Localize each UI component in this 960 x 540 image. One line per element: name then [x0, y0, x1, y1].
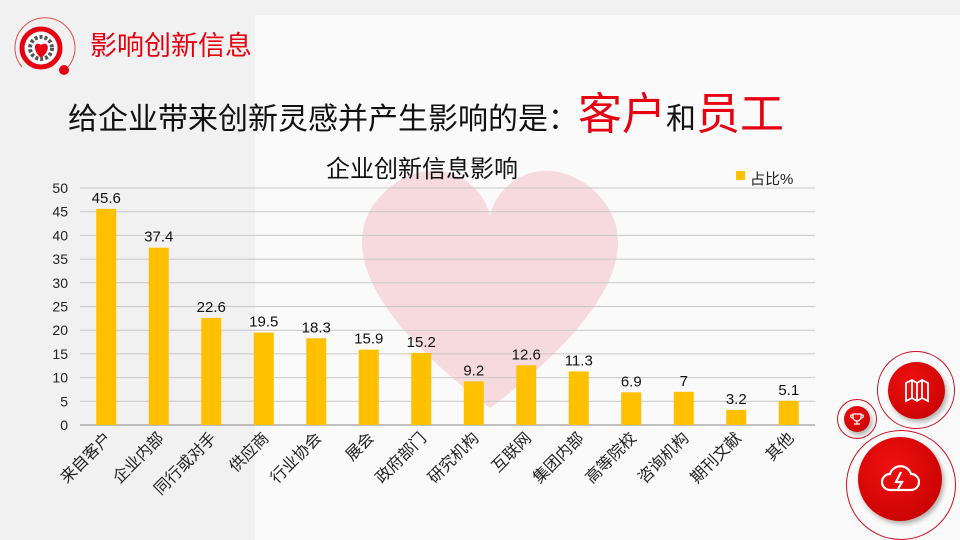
y-tick-label: 5	[60, 393, 68, 409]
data-label: 22.6	[197, 299, 226, 316]
y-tick-label: 10	[52, 370, 68, 386]
x-tick-label: 行业协会	[266, 428, 325, 487]
trophy-button[interactable]	[844, 406, 870, 432]
x-tick-label: 集团内部	[529, 428, 588, 487]
map-button[interactable]	[888, 362, 945, 419]
bar	[463, 381, 484, 425]
headline-and: 和	[666, 102, 696, 137]
trophy-icon	[850, 413, 864, 425]
bar	[673, 391, 694, 425]
map-button-ring	[877, 351, 955, 429]
y-tick-label: 30	[52, 275, 68, 291]
trophy-button-ring	[837, 399, 877, 439]
data-label: 45.6	[92, 190, 121, 207]
bar	[568, 371, 589, 425]
x-tick-label: 展会	[342, 428, 378, 464]
y-tick-label: 35	[52, 251, 68, 267]
x-tick-label: 高等院校	[581, 428, 640, 487]
x-tick-label: 供应商	[225, 428, 272, 475]
data-label: 9.2	[463, 362, 484, 379]
data-label: 18.3	[302, 319, 331, 336]
map-icon	[904, 378, 929, 402]
headline-employee: 员工	[696, 89, 784, 140]
data-label: 15.9	[354, 331, 383, 348]
bar	[726, 409, 747, 425]
y-tick-label: 50	[52, 180, 68, 196]
y-tick-label: 15	[52, 346, 68, 362]
section-title: 影响创新信息	[90, 31, 252, 62]
bar	[96, 208, 117, 425]
data-label: 7	[680, 373, 688, 390]
x-tick-label: 咨询机构	[634, 428, 693, 487]
data-label: 15.2	[407, 334, 436, 351]
bar	[778, 400, 799, 425]
x-tick-label: 研究机构	[424, 428, 483, 487]
headline-prefix: 给企业带来创新灵感并产生影响的是：	[68, 102, 578, 137]
y-tick-label: 40	[52, 227, 68, 243]
data-label: 12.6	[512, 346, 541, 363]
bar	[621, 392, 642, 425]
bar	[201, 317, 222, 425]
y-tick-label: 0	[60, 417, 68, 433]
data-label: 11.3	[565, 352, 593, 369]
cloud-lightning-icon	[880, 465, 920, 492]
bar	[306, 338, 327, 425]
headline-customer: 客户	[578, 89, 666, 140]
data-label: 3.2	[726, 391, 747, 408]
bar	[358, 349, 379, 425]
x-tick-label: 其他	[762, 428, 798, 464]
x-tick-label: 期刊文献	[686, 428, 745, 487]
bar	[253, 332, 274, 425]
chart-title: 企业创新信息影响	[326, 155, 518, 183]
y-tick-label: 20	[52, 322, 68, 338]
data-label: 37.4	[144, 229, 173, 246]
data-label: 6.9	[621, 373, 642, 390]
watermark-heart	[362, 170, 618, 408]
headline: 给企业带来创新灵感并产生影响的是：客户和员工	[68, 78, 784, 142]
legend-swatch	[736, 171, 745, 180]
bar	[516, 365, 537, 425]
logo-icon	[14, 17, 76, 75]
cloud-lightning-button[interactable]	[858, 437, 942, 521]
x-tick-label: 政府部门	[371, 428, 430, 487]
legend-label: 占比%	[750, 171, 793, 188]
bar	[411, 352, 432, 425]
y-tick-label: 25	[52, 299, 68, 315]
x-tick-label: 来自客户	[56, 428, 115, 487]
bar	[148, 247, 169, 425]
data-label: 5.1	[778, 382, 799, 399]
y-tick-label: 45	[52, 204, 68, 220]
x-tick-label: 互联网	[488, 428, 535, 475]
data-label: 19.5	[249, 314, 278, 331]
content-panel	[255, 15, 960, 540]
